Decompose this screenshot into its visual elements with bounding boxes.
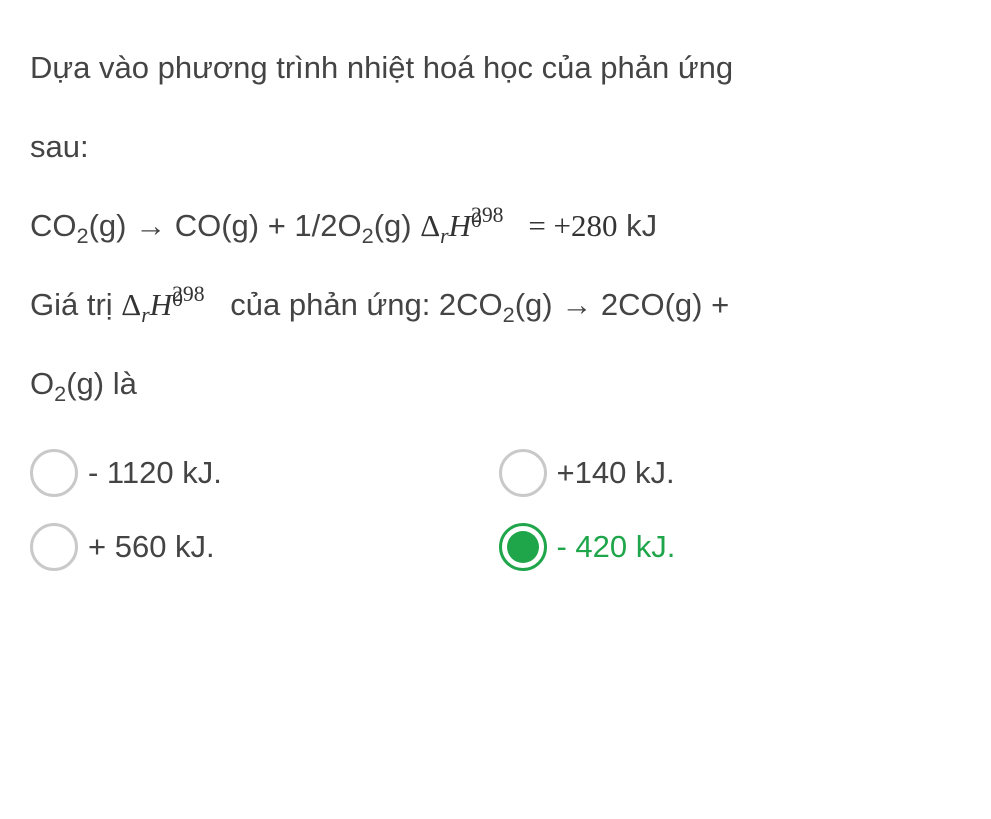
radio-dot — [507, 531, 539, 563]
question-stem: Dựa vào phương trình nhiệt hoá học của p… — [30, 28, 967, 423]
delta-sub: 298 — [471, 188, 504, 243]
eq-rhs1-phase: (g) — [374, 208, 421, 243]
radio-icon — [30, 449, 78, 497]
delta-r: r — [440, 224, 448, 248]
options-grid: - 1120 kJ. +140 kJ. + 560 kJ. - 420 kJ. — [30, 449, 967, 571]
eq-arrow: → — [126, 208, 174, 243]
option-label: - 1120 kJ. — [88, 455, 222, 491]
ask-line2-phase: (g) là — [66, 366, 137, 401]
delta-H: H — [449, 208, 471, 243]
eq-lhs-phase: (g) — [89, 208, 127, 243]
eq-rhs1: CO(g) + 1/2O — [175, 208, 362, 243]
delta-subsup: 0298 — [471, 205, 521, 236]
ask-line2-sub: 2 — [54, 381, 66, 406]
option-label: - 420 kJ. — [557, 529, 676, 565]
delta-expression: ΔrH0298 = +280 — [420, 208, 617, 243]
intro-line-2: sau: — [30, 107, 967, 186]
value: +280 — [554, 208, 618, 243]
delta-expression-2: ΔrH0298 — [121, 287, 221, 322]
option-label: + 560 kJ. — [88, 529, 215, 565]
ask-sub1: 2 — [503, 302, 515, 327]
ask-line2-lhs: O — [30, 366, 54, 401]
eq-lhs: CO — [30, 208, 77, 243]
eq-lhs-sub: 2 — [77, 223, 89, 248]
option-c[interactable]: + 560 kJ. — [30, 523, 499, 571]
radio-dot — [507, 457, 539, 489]
ask-rhs: 2CO(g) + — [601, 287, 729, 322]
delta-r-2: r — [141, 303, 149, 327]
radio-dot — [38, 531, 70, 563]
ask-line-2: O2(g) là — [30, 344, 967, 423]
delta-subsup-2: 0298 — [172, 284, 222, 315]
ask-phase1: (g) — [515, 287, 553, 322]
eq-rhs1-sub: 2 — [362, 223, 374, 248]
question-container: Dựa vào phương trình nhiệt hoá học của p… — [0, 0, 991, 571]
option-label: +140 kJ. — [557, 455, 675, 491]
equals: = — [521, 208, 554, 243]
delta-sub-2: 298 — [172, 267, 205, 322]
delta-sym-2: Δ — [121, 287, 141, 322]
option-a[interactable]: - 1120 kJ. — [30, 449, 499, 497]
ask-prefix: Giá trị — [30, 287, 121, 322]
radio-dot — [38, 457, 70, 489]
option-b[interactable]: +140 kJ. — [499, 449, 968, 497]
ask-infix: của phản ứng: 2CO — [222, 287, 503, 322]
delta-sym: Δ — [420, 208, 440, 243]
intro-line-1: Dựa vào phương trình nhiệt hoá học của p… — [30, 28, 967, 107]
radio-icon — [499, 449, 547, 497]
radio-icon — [30, 523, 78, 571]
ask-arrow: → — [553, 287, 601, 322]
radio-icon — [499, 523, 547, 571]
given-equation: CO2(g) → CO(g) + 1/2O2(g) ΔrH0298 = +280… — [30, 186, 967, 265]
delta-H-2: H — [150, 287, 172, 322]
kj-unit: kJ — [618, 208, 658, 243]
option-d[interactable]: - 420 kJ. — [499, 523, 968, 571]
ask-line-1: Giá trị ΔrH0298 của phản ứng: 2CO2(g) → … — [30, 265, 967, 344]
